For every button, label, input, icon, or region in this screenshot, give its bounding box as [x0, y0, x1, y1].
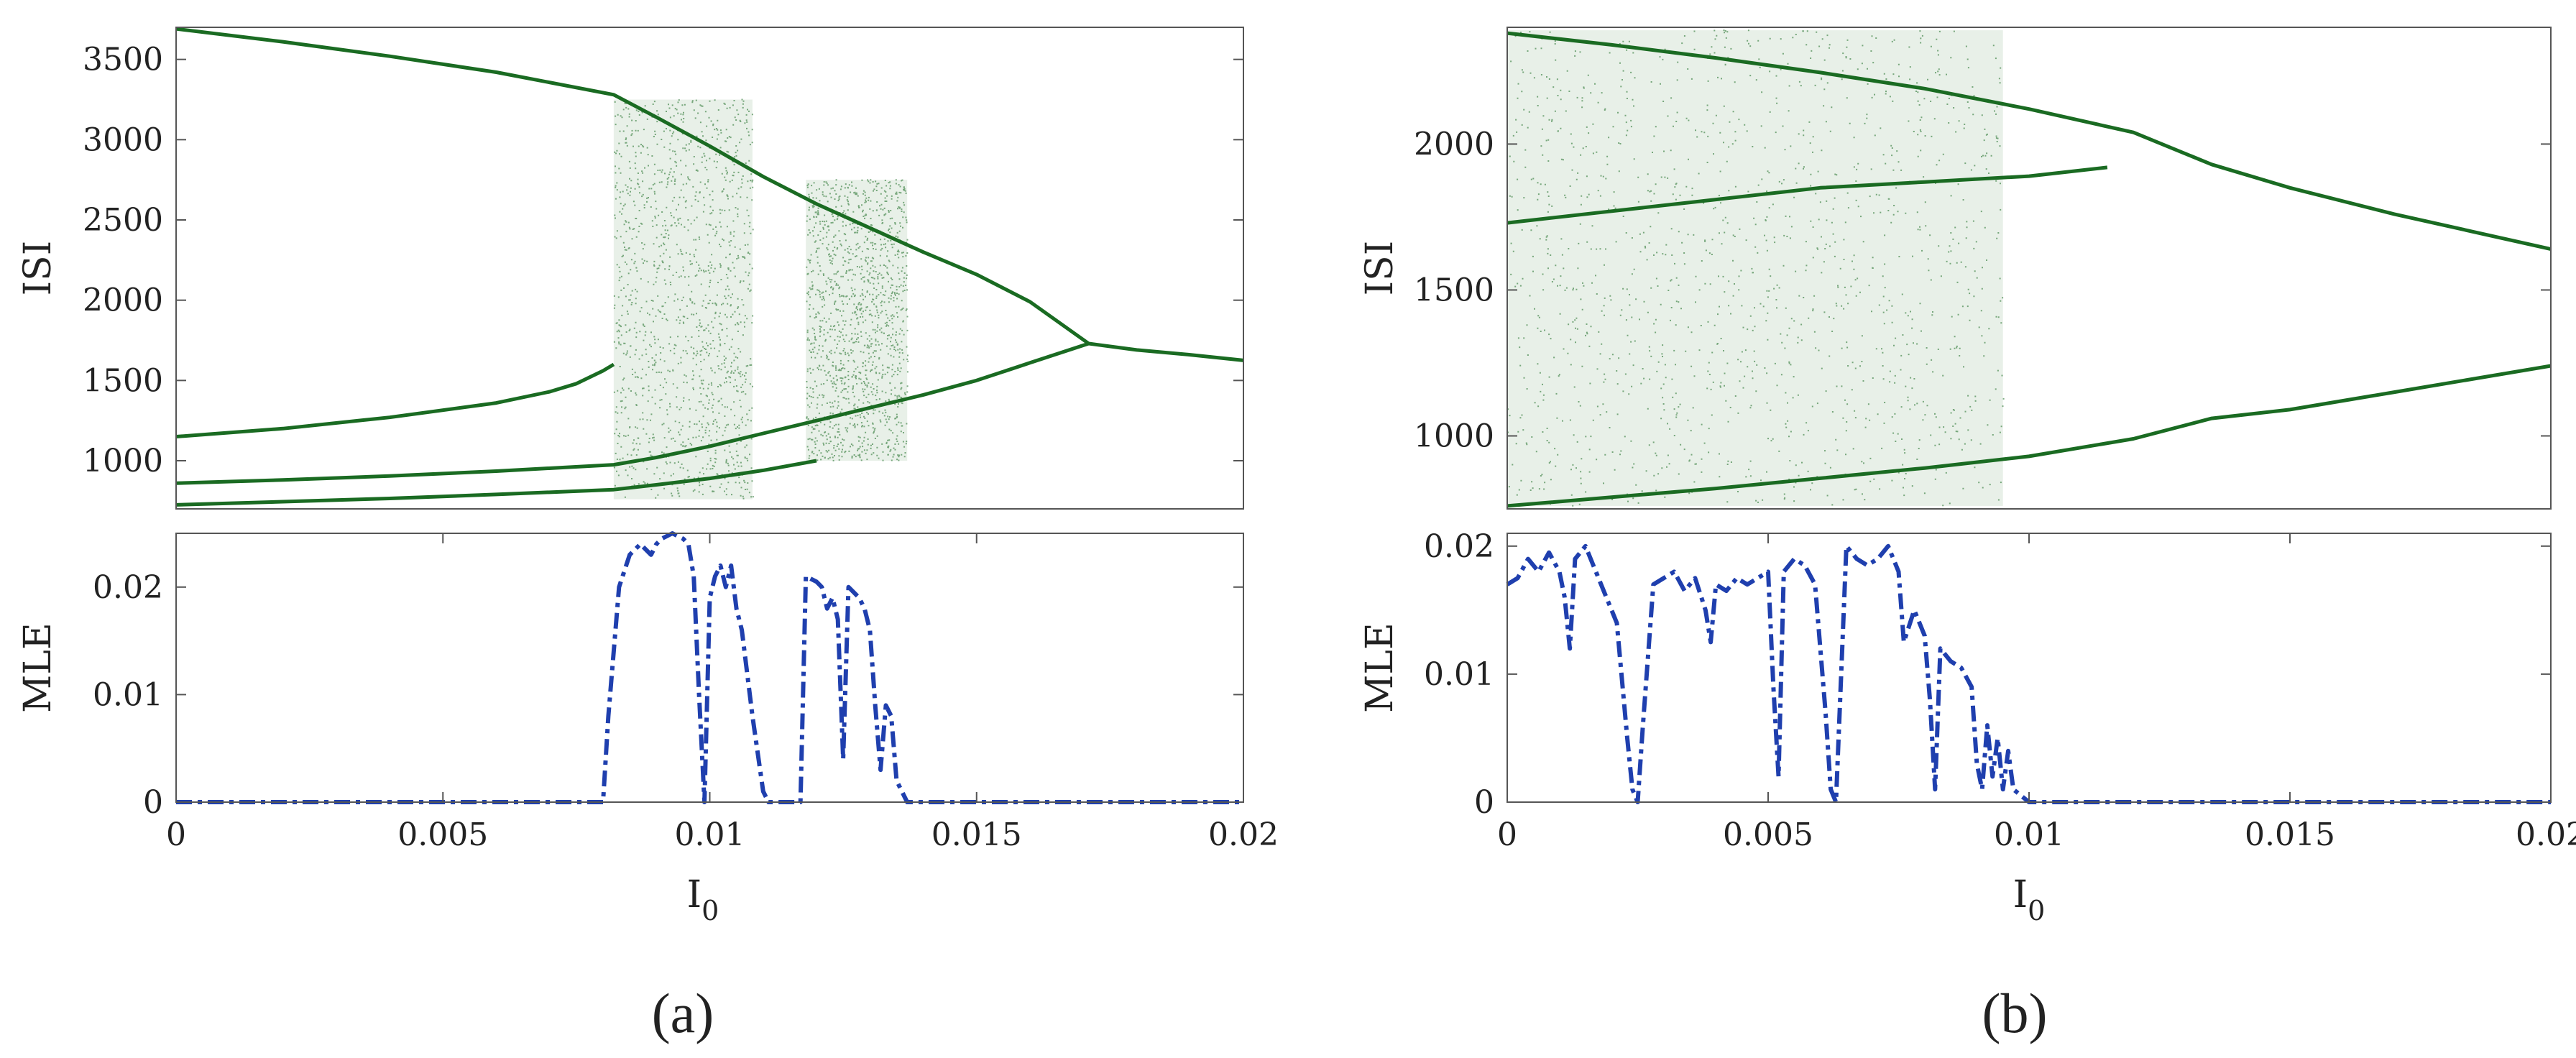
- panel-b-bottom-y-ticks: 0 0.01 0.02: [1424, 528, 2551, 821]
- x-tick-label: 0.005: [1723, 816, 1813, 853]
- x-tick-label: 0: [1497, 816, 1517, 853]
- y-tick-label: 0.01: [1424, 656, 1494, 693]
- chaotic-band-region: [1507, 30, 2003, 506]
- panel-b-caption: (b): [1982, 982, 2048, 1044]
- panel-b-mle-line: [1506, 543, 2551, 804]
- panel-a-top-y-ticks: 1000 1500 2000 2500 3000 3500: [83, 42, 1243, 479]
- chaotic-band-points: [1507, 29, 2005, 507]
- x-tick-label: 0.01: [1994, 816, 2064, 853]
- y-tick-label: 3000: [83, 121, 163, 158]
- panel-a: 1000 1500 2000 2500 3000 3500 ISI 0 0.01 0.02 0…: [17, 27, 1279, 1044]
- panel-a-chaotic-bands: [613, 98, 909, 500]
- panel-a-caption: (a): [652, 982, 714, 1044]
- panel-a-xlabel: I0: [687, 873, 719, 926]
- panel-b-bifurcation-branches: [1506, 31, 2552, 508]
- bifurcation-branch-3: [175, 341, 1090, 485]
- bifurcation-branch-4: [175, 459, 817, 507]
- panel-a-xlabel-subscript: 0: [702, 895, 719, 926]
- y-tick-label: 0.01: [93, 676, 163, 713]
- y-tick-label: 0: [143, 784, 163, 821]
- panel-a-mle-line: [176, 531, 1243, 804]
- y-tick-label: 0: [1474, 784, 1494, 821]
- mle-series-line: [176, 531, 1243, 804]
- panel-a-top-axes-box: [175, 27, 1244, 510]
- chaotic-band-region: [613, 99, 753, 500]
- bifurcation-branch-2: [175, 362, 615, 438]
- bifurcation-branch-2: [1506, 364, 2552, 508]
- panel-b-bottom-x-ticks: 0 0.005 0.01 0.015 0.02: [1497, 533, 2576, 853]
- panel-b-top-plot: 1000 1500 2000 ISI: [1358, 27, 2552, 510]
- y-tick-label: 2000: [83, 282, 163, 319]
- y-tick-label: 0.02: [1424, 528, 1494, 565]
- bifurcation-branch-3: [1506, 165, 2108, 225]
- y-tick-label: 1000: [83, 443, 163, 479]
- x-tick-label: 0.01: [675, 816, 745, 853]
- panel-b-bottom-plot: 00.010.02 0 0.005 0.01 0.015 0.02 MLE I0: [1358, 528, 2576, 926]
- panel-b-bottom-axes-box: [1506, 533, 2552, 803]
- y-tick-label: 0.02: [93, 569, 163, 606]
- panel-b-bottom-ylabel: MLE: [1358, 622, 1402, 713]
- y-tick-label: 1500: [1414, 272, 1494, 308]
- y-tick-label: 3500: [83, 42, 163, 78]
- panel-b-chaotic-bands: [1507, 29, 2005, 507]
- panel-b-top-ylabel: ISI: [1358, 241, 1402, 296]
- panel-a-top-plot: 1000 1500 2000 2500 3000 3500 ISI: [17, 27, 1244, 510]
- panel-b-top-axes-box: [1506, 27, 2552, 510]
- x-tick-label: 0: [166, 816, 186, 853]
- panel-a-top-ylabel: ISI: [17, 241, 60, 296]
- chaotic-band-points: [613, 98, 754, 500]
- x-tick-label: 0.02: [2516, 816, 2576, 853]
- panel-b-xlabel-main: I: [2013, 873, 2028, 916]
- chaotic-band-points: [806, 179, 909, 461]
- x-tick-label: 0.02: [1208, 816, 1279, 853]
- panel-b-xlabel: I0: [2013, 873, 2046, 926]
- y-tick-label: 2000: [1414, 126, 1494, 162]
- y-tick-label: 1500: [83, 362, 163, 399]
- x-tick-label: 0.015: [2245, 816, 2335, 853]
- panel-b-xlabel-subscript: 0: [2028, 895, 2045, 926]
- x-tick-label: 0.005: [397, 816, 488, 853]
- panel-a-bifurcation-branches: [175, 27, 1244, 507]
- panel-b: 1000 1500 2000 ISI 0 0.01 0.02 0 0.005 0.01 0.0…: [1358, 27, 2576, 1044]
- x-tick-label: 0.015: [932, 816, 1022, 853]
- bifurcation-branch-1: [175, 27, 1244, 362]
- panel-a-bottom-plot: 00.010.02 0 0.005 0.01 0.015 0.02 MLE I0: [17, 531, 1279, 926]
- panel-a-xlabel-main: I: [687, 873, 702, 916]
- panel-a-bottom-ylabel: MLE: [17, 622, 60, 713]
- panel-a-bottom-y-ticks: 0 0.01 0.02: [93, 569, 1243, 821]
- panel-b-top-y-ticks: 1000 1500 2000: [1414, 126, 2551, 454]
- y-tick-label: 2500: [83, 202, 163, 239]
- mle-series-line: [1506, 543, 2551, 804]
- panel-a-bottom-x-ticks: 0 0.005 0.01 0.015 0.02: [166, 533, 1279, 853]
- bifurcation-branch-1: [1506, 31, 2552, 252]
- y-tick-label: 1000: [1414, 418, 1494, 454]
